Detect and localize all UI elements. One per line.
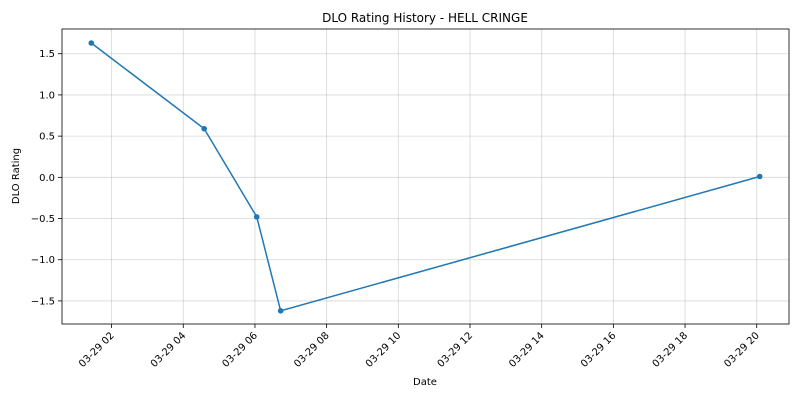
data-point [277, 308, 284, 314]
x-tick-label: 03-29 20 [722, 330, 762, 370]
x-tick-label: 03-29 06 [220, 330, 260, 370]
y-tick-label: 0.0 [39, 173, 55, 184]
data-point [201, 125, 207, 132]
data-point [756, 173, 763, 180]
x-tick-label: 03-29 12 [436, 330, 476, 370]
x-tick-label: 03-29 04 [149, 330, 189, 370]
x-tick-label: 03-29 10 [364, 330, 404, 370]
x-tick-label: 03-29 18 [651, 330, 691, 370]
y-tick-label: 0.5 [39, 132, 55, 143]
chart-title: DLO Rating History - HELL CRINGE [322, 11, 528, 25]
series-layer [88, 40, 763, 314]
x-axis-label: Date [413, 377, 437, 388]
plot-frame [61, 28, 790, 325]
x-tick-label: 03-29 16 [579, 330, 619, 370]
y-tick-label: −1.0 [31, 255, 55, 266]
y-axis-label: DLO Rating [11, 148, 22, 204]
x-tick-label: 03-29 02 [77, 330, 117, 370]
x-tick-label: 03-29 14 [507, 330, 547, 370]
y-tick-label: 1.0 [39, 90, 55, 101]
y-tick-label: −0.5 [31, 214, 55, 225]
series-line [90, 42, 760, 312]
y-tick-label: −1.5 [31, 296, 55, 307]
ticks: 03-29 02 03-29 04 03-29 06 03-29 08 03-29 10… [31, 49, 762, 370]
data-point [253, 214, 260, 220]
grid [62, 29, 789, 324]
y-tick-label: 1.5 [39, 49, 55, 60]
x-tick-label: 03-29 08 [292, 330, 332, 370]
data-point [88, 40, 95, 46]
